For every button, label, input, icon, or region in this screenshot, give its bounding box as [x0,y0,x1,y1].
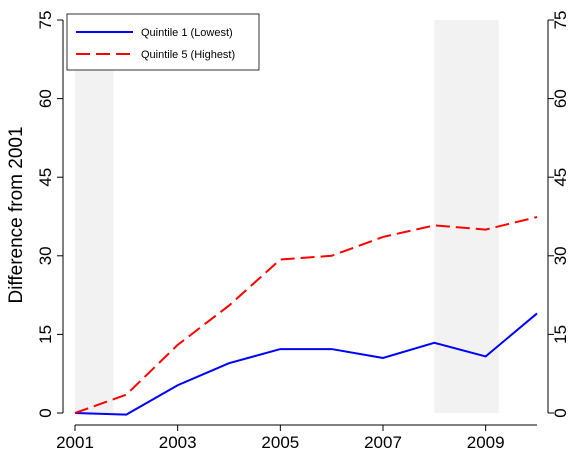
y-axis-label: Difference from 2001 [6,126,27,303]
y-tick-label: 60 [36,89,55,108]
x-tick-label: 2007 [364,433,402,452]
y-tick-label: 45 [36,168,55,187]
legend-label: Quintile 1 (Lowest) [141,27,233,39]
y-tick-label: 15 [36,325,55,344]
y-tick-label: 75 [36,11,55,30]
legend-label: Quintile 5 (Highest) [141,49,235,61]
y2-tick-label: 0 [551,408,570,417]
y-tick-label: 30 [36,246,55,265]
y2-tick-label: 30 [551,246,570,265]
y2-tick-label: 75 [551,11,570,30]
shaded-region [75,20,114,413]
series-line [74,312,538,416]
y2-tick-label: 60 [551,89,570,108]
x-tick-label: 2001 [56,433,94,452]
series-line [74,216,538,414]
x-tick-label: 2005 [261,433,299,452]
x-tick-label: 2003 [159,433,197,452]
x-tick-label: 2009 [467,433,505,452]
y2-tick-label: 45 [551,168,570,187]
legend: Quintile 1 (Lowest) Quintile 5 (Highest) [66,13,260,71]
y-tick-label: 0 [36,408,55,417]
shaded-region [434,20,499,413]
legend-box [66,13,260,71]
y2-tick-label: 15 [551,325,570,344]
